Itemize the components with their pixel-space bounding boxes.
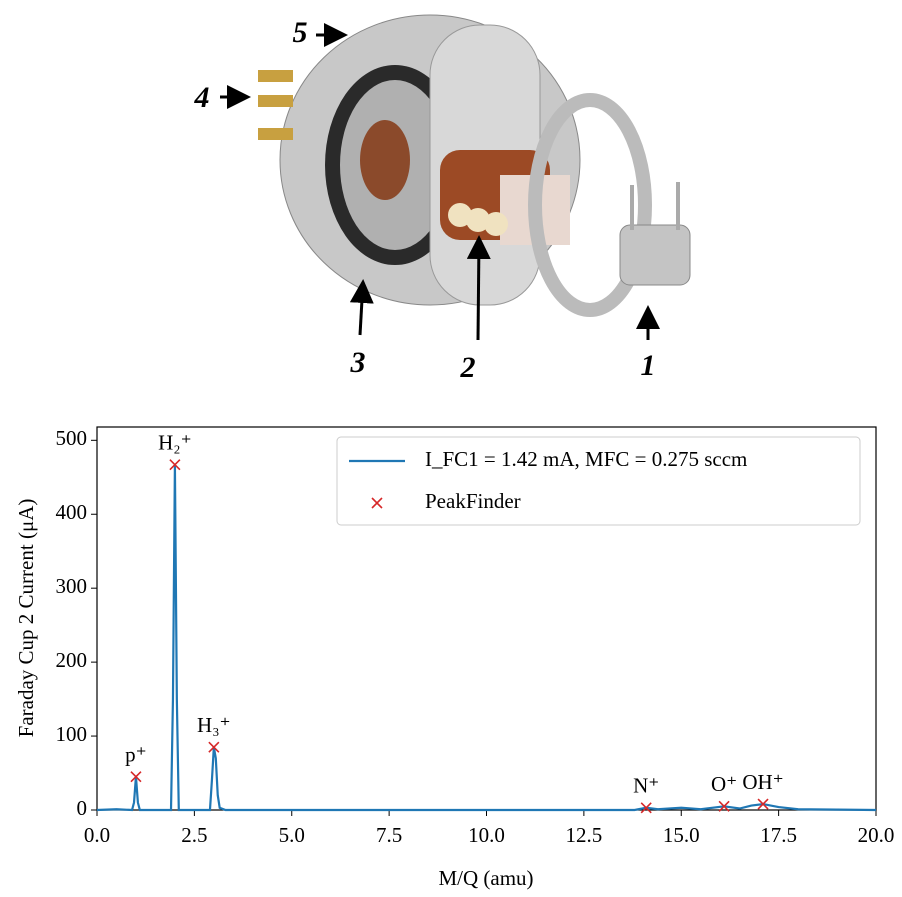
x-tick-label: 0.0: [84, 823, 110, 847]
callout-label: 1: [641, 349, 656, 382]
x-tick-label: 12.5: [566, 823, 603, 847]
x-tick-label: 20.0: [858, 823, 895, 847]
peak-marker: [718, 800, 730, 812]
peak-annotation: N⁺: [633, 774, 659, 798]
y-tick-label: 400: [56, 500, 88, 524]
legend-label: PeakFinder: [425, 489, 521, 513]
peak-marker: [130, 771, 142, 783]
callout-label: 5: [293, 16, 308, 49]
x-tick-label: 7.5: [376, 823, 402, 847]
x-tick-label: 15.0: [663, 823, 700, 847]
x-tick-label: 5.0: [279, 823, 305, 847]
peak-marker: [208, 741, 220, 753]
y-axis-label: Faraday Cup 2 Current (μA): [14, 499, 38, 738]
ion-source-render: [258, 14, 691, 317]
peak-annotation: O⁺: [711, 772, 737, 796]
peak-marker: [640, 802, 652, 814]
legend-key: [371, 497, 383, 509]
peak-annotation: p⁺: [125, 743, 147, 767]
callout-label: 4: [194, 81, 210, 114]
peak-marker: [757, 798, 769, 810]
callout-label: 3: [350, 346, 366, 379]
legend-label: I_FC1 = 1.42 mA, MFC = 0.275 sccm: [425, 447, 747, 471]
peak-annotation: H₃⁺: [197, 713, 231, 737]
x-axis-label: M/Q (amu): [438, 866, 533, 890]
y-tick-label: 500: [56, 426, 88, 450]
data-line: [96, 464, 877, 812]
y-tick-label: 100: [56, 722, 88, 746]
y-tick-label: 200: [56, 648, 88, 672]
x-tick-label: 17.5: [760, 823, 797, 847]
y-tick-label: 300: [56, 574, 88, 598]
peak-marker: [169, 459, 181, 471]
peak-annotation: H₂⁺: [158, 431, 192, 455]
callout-label: 2: [460, 351, 476, 384]
x-tick-label: 2.5: [181, 823, 207, 847]
y-tick-label: 0: [77, 796, 88, 820]
peak-annotation: OH⁺: [742, 770, 783, 794]
x-tick-label: 10.0: [468, 823, 505, 847]
legend-box: [336, 436, 861, 526]
callout-arrows: [220, 23, 660, 341]
